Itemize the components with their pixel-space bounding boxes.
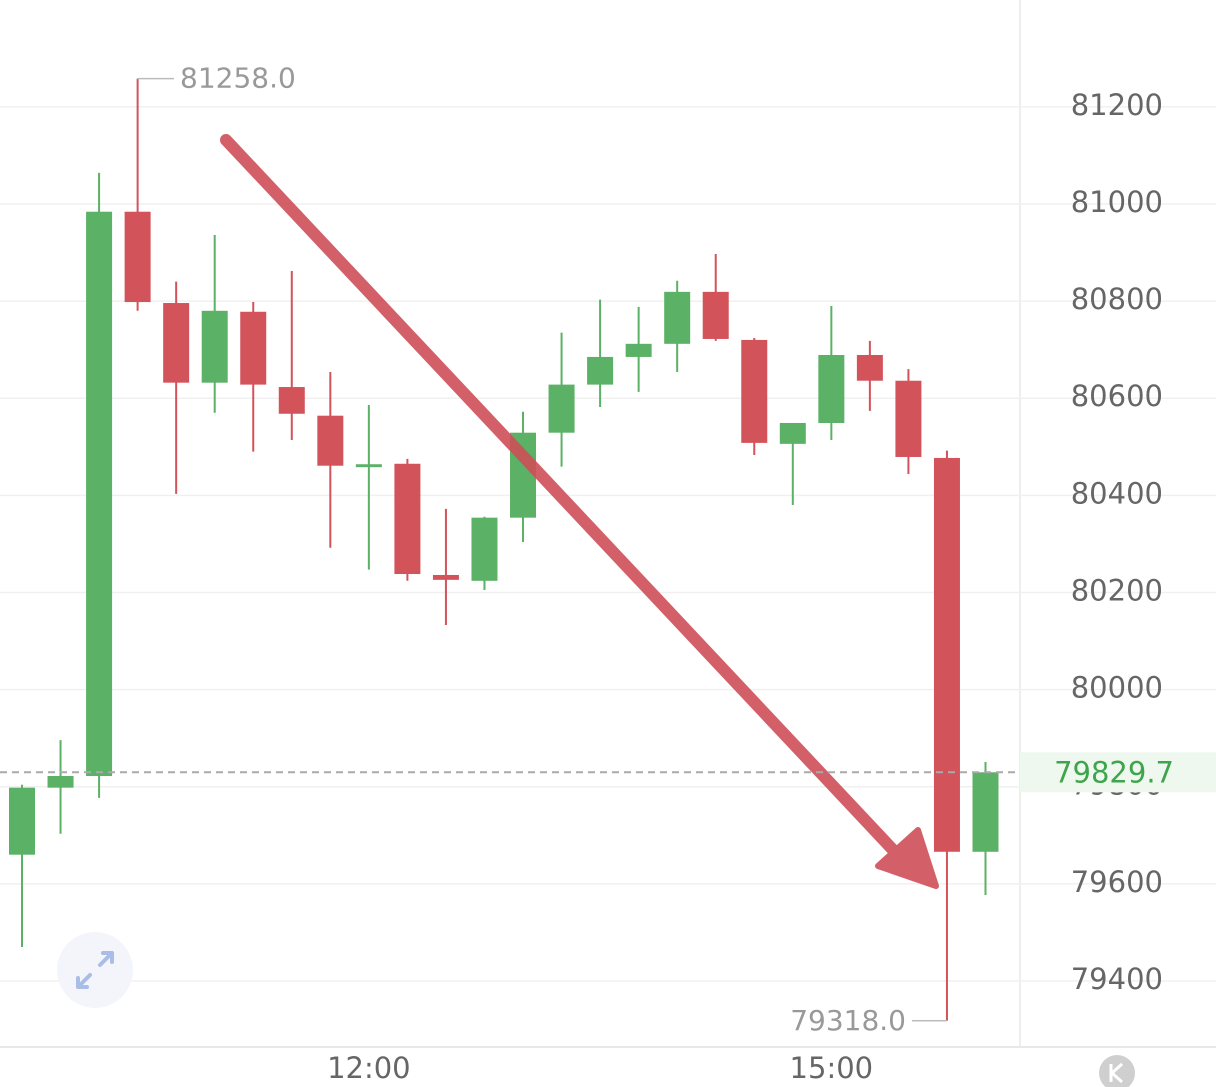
candle-body	[625, 343, 652, 357]
candle-body	[702, 291, 729, 339]
candle-body	[317, 415, 344, 466]
y-tick-label: 79600	[1071, 865, 1163, 899]
last-price-label: 79829.7	[1054, 755, 1174, 789]
kline-bg[interactable]	[1099, 1055, 1135, 1087]
candle-body	[124, 211, 151, 303]
grid: 7940079600798008000080200804008060080800…	[0, 88, 1216, 1085]
candle-body	[394, 463, 421, 575]
candles	[9, 78, 999, 1021]
y-tick-label: 80800	[1071, 282, 1163, 316]
candle-body	[664, 291, 691, 344]
candle-body	[86, 211, 113, 777]
low-label: 79318.0	[790, 1004, 906, 1037]
expand-bg[interactable]	[57, 932, 133, 1008]
expand-button[interactable]	[57, 932, 133, 1008]
y-tick-label: 80200	[1071, 573, 1163, 607]
candle-body	[779, 422, 806, 444]
y-tick-label: 80600	[1071, 379, 1163, 413]
candle-body	[741, 339, 768, 443]
candle-body	[278, 387, 305, 414]
overlay: 79829.7 81258.0 79318.0	[0, 62, 1216, 1037]
candle-body	[895, 380, 922, 457]
x-tick-label: 12:00	[327, 1051, 411, 1085]
candle-body	[47, 776, 74, 788]
x-tick-label: 15:00	[790, 1051, 874, 1085]
candle-body	[933, 457, 960, 852]
last-price-bg	[1020, 752, 1216, 793]
candle-body	[548, 384, 575, 433]
kline-button[interactable]	[1099, 1055, 1135, 1087]
candle-body	[163, 303, 190, 383]
kline-icon[interactable]	[1109, 1062, 1124, 1084]
candle-body	[201, 310, 228, 383]
y-tick-label: 81200	[1071, 88, 1163, 122]
candle-body	[9, 787, 35, 855]
y-tick-label: 80400	[1071, 476, 1163, 510]
candle-body	[355, 464, 382, 468]
candle-body	[972, 772, 999, 852]
high-label: 81258.0	[180, 62, 296, 95]
candle-body	[432, 574, 459, 580]
arrow-head	[875, 827, 939, 889]
candle-body	[471, 517, 498, 581]
y-tick-label: 79400	[1071, 962, 1163, 996]
trend-arrow	[220, 134, 939, 889]
candle-body	[240, 311, 267, 385]
expand-icon[interactable]	[76, 951, 114, 989]
arrow-shaft	[220, 134, 901, 858]
candle-body	[856, 354, 883, 381]
candle-body	[818, 354, 845, 423]
candle-body	[587, 356, 614, 385]
y-tick-label: 81000	[1071, 185, 1163, 219]
y-tick-label: 80000	[1071, 671, 1163, 705]
